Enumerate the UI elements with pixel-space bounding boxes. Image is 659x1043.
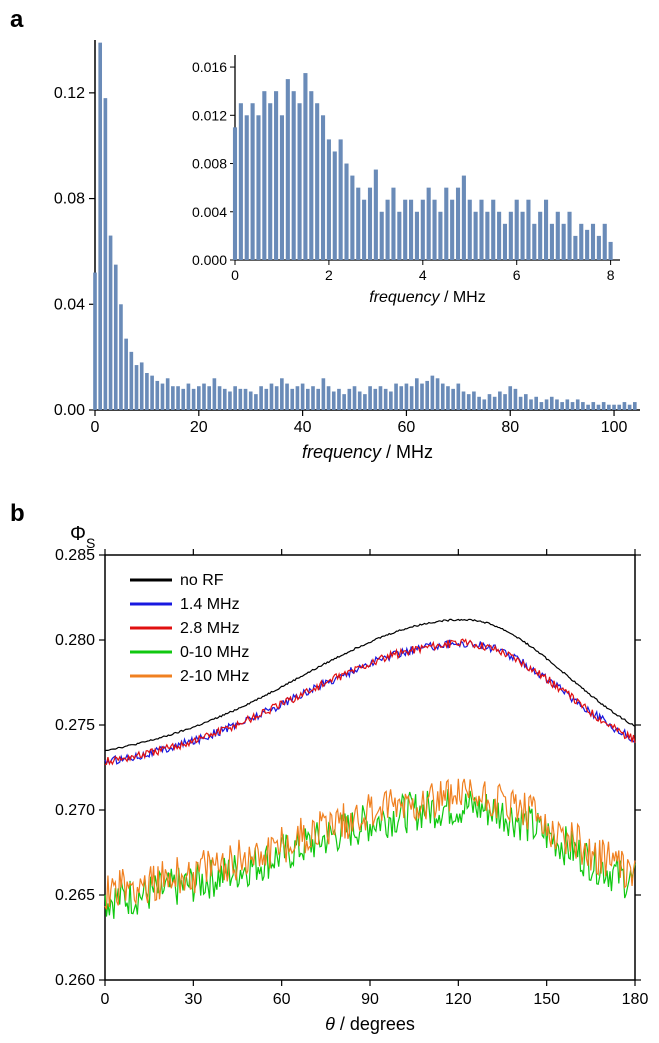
svg-text:80: 80	[501, 419, 519, 436]
svg-text:4: 4	[419, 267, 427, 283]
svg-text:2-10 MHz: 2-10 MHz	[180, 668, 249, 685]
svg-text:0.270: 0.270	[55, 802, 95, 819]
svg-text:0.275: 0.275	[55, 717, 95, 734]
svg-text:0.260: 0.260	[55, 972, 95, 989]
svg-text:0.280: 0.280	[55, 632, 95, 649]
svg-text:frequency / MHz: frequency / MHz	[369, 289, 485, 306]
svg-text:150: 150	[533, 991, 560, 1008]
svg-text:100: 100	[601, 419, 628, 436]
svg-text:0: 0	[231, 267, 239, 283]
svg-text:40: 40	[294, 419, 312, 436]
svg-text:0.016: 0.016	[192, 59, 227, 75]
svg-text:2.8 MHz: 2.8 MHz	[180, 620, 240, 637]
svg-text:8: 8	[607, 267, 615, 283]
svg-text:0.004: 0.004	[192, 204, 227, 220]
svg-text:180: 180	[622, 991, 649, 1008]
panel-a-chart: 0.000.040.080.12020406080100frequency / …	[0, 0, 659, 500]
svg-text:0.04: 0.04	[54, 296, 85, 313]
svg-text:30: 30	[184, 991, 202, 1008]
svg-text:120: 120	[445, 991, 472, 1008]
svg-text:frequency / MHz: frequency / MHz	[302, 442, 433, 462]
panel-b-label: b	[10, 500, 25, 528]
figure-container: a 0.000.040.080.12020406080100frequency …	[0, 0, 659, 1043]
panel-a-label: a	[10, 6, 23, 34]
svg-text:6: 6	[513, 267, 521, 283]
svg-text:0.265: 0.265	[55, 887, 95, 904]
svg-text:0.00: 0.00	[54, 402, 85, 419]
svg-text:90: 90	[361, 991, 379, 1008]
svg-text:0-10 MHz: 0-10 MHz	[180, 644, 249, 661]
svg-text:θ / degrees: θ / degrees	[325, 1014, 415, 1034]
svg-text:0.008: 0.008	[192, 156, 227, 172]
svg-text:0.08: 0.08	[54, 191, 85, 208]
svg-text:20: 20	[190, 419, 208, 436]
svg-text:no RF: no RF	[180, 572, 224, 589]
svg-text:0.012: 0.012	[192, 107, 227, 123]
svg-text:60: 60	[398, 419, 416, 436]
svg-text:60: 60	[273, 991, 291, 1008]
svg-text:0: 0	[101, 991, 110, 1008]
svg-text:0: 0	[91, 419, 100, 436]
svg-text:1.4 MHz: 1.4 MHz	[180, 596, 240, 613]
svg-text:0.000: 0.000	[192, 252, 227, 268]
panel-b-chart: 0.2600.2650.2700.2750.2800.2850306090120…	[0, 500, 659, 1043]
svg-text:2: 2	[325, 267, 333, 283]
svg-text:0.12: 0.12	[54, 85, 85, 102]
